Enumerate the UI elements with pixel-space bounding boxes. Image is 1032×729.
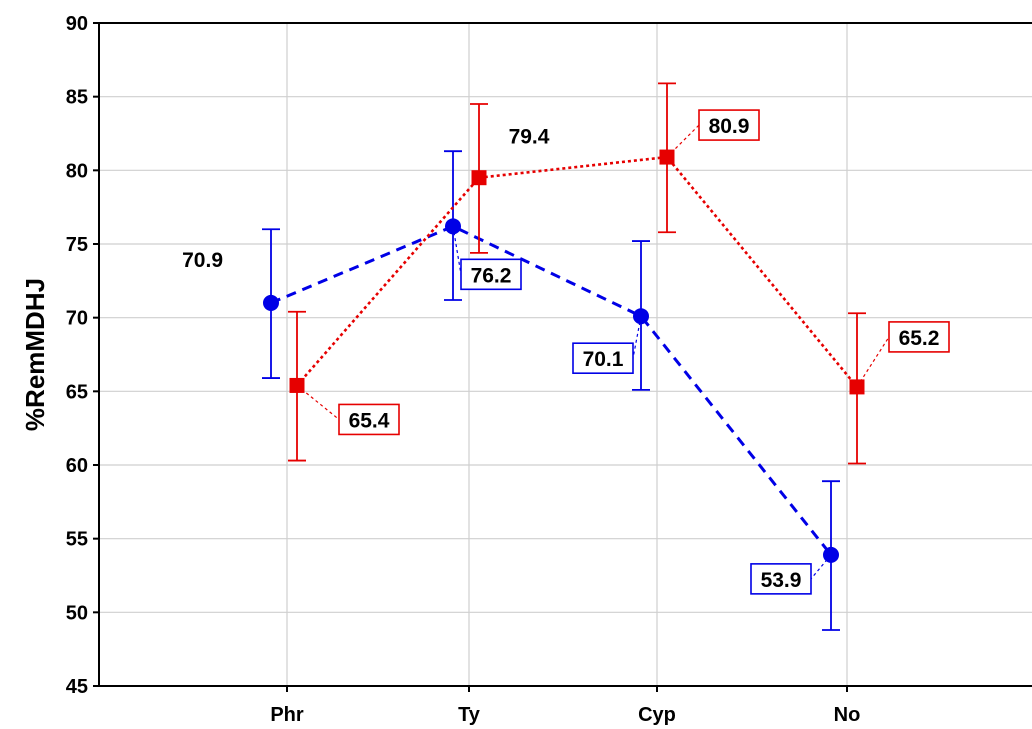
data-point xyxy=(263,294,279,311)
data-labels: 70.9 76.2 70.1 53.9 65.4 79.4 80.9 65.2 xyxy=(182,109,950,595)
series-0 xyxy=(262,150,840,631)
data-label: 53.9 xyxy=(761,569,802,592)
data-label-box xyxy=(698,109,760,141)
label-leader xyxy=(296,384,340,420)
label-leader xyxy=(632,316,642,359)
data-label-box xyxy=(888,321,950,353)
y-tick-label: 45 xyxy=(66,676,88,698)
data-label: 80.9 xyxy=(709,115,750,138)
data-label-box xyxy=(338,403,400,436)
data-label: 65.4 xyxy=(349,409,390,432)
data-point xyxy=(471,170,487,186)
label-leader xyxy=(810,554,832,580)
data-label-box xyxy=(750,563,812,595)
series-line xyxy=(270,224,833,556)
data-label: 70.9 xyxy=(182,249,223,272)
data-label: 76.2 xyxy=(471,264,512,287)
x-axis-ticks: Phr Ty Cyp No xyxy=(270,686,860,726)
data-label: 79.4 xyxy=(509,126,550,149)
y-axis-title: %RemMDHJ xyxy=(20,278,50,431)
y-tick-label: 60 xyxy=(66,455,88,477)
y-tick-label: 70 xyxy=(66,308,88,330)
x-tick-label: No xyxy=(834,704,861,726)
y-tick-label: 75 xyxy=(66,234,88,256)
y-tick-label: 50 xyxy=(66,602,88,624)
y-tick-label: 55 xyxy=(66,529,88,551)
series-layer xyxy=(262,82,866,631)
data-label: 65.2 xyxy=(899,327,940,350)
label-leader xyxy=(452,226,462,275)
y-tick-label: 80 xyxy=(66,160,88,182)
y-axis-ticks: 45 50 55 60 65 70 75 80 85 90 xyxy=(66,13,99,698)
data-label: 70.1 xyxy=(583,348,624,371)
x-tick-label: Phr xyxy=(270,704,304,726)
data-label-box xyxy=(460,258,522,291)
plot-frame xyxy=(98,22,1032,687)
label-leader xyxy=(666,124,700,158)
data-label-box xyxy=(572,342,634,374)
label-leader xyxy=(856,336,890,388)
y-tick-label: 65 xyxy=(66,381,88,403)
x-tick-label: Cyp xyxy=(638,704,676,726)
x-tick-label: Ty xyxy=(458,704,481,726)
series-line xyxy=(296,155,859,388)
y-tick-label: 90 xyxy=(66,13,88,35)
y-tick-label: 85 xyxy=(66,87,88,109)
grid-lines xyxy=(99,23,1032,686)
